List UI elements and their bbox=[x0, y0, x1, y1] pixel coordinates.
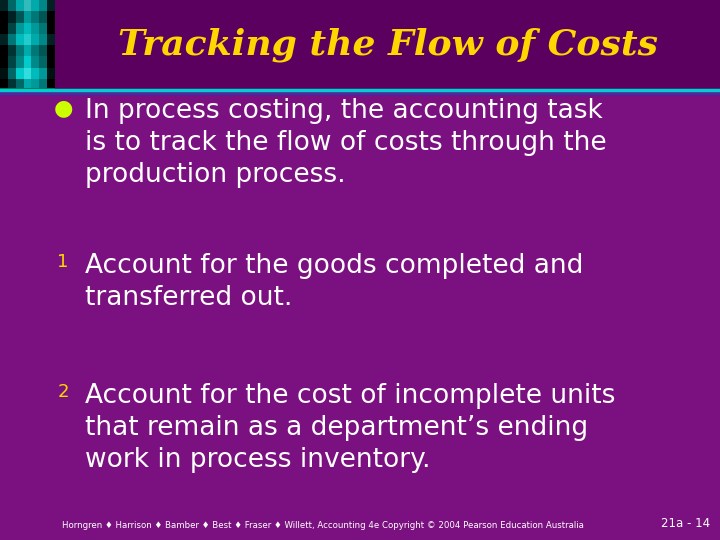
Bar bbox=[8, 33, 16, 45]
Bar bbox=[32, 0, 40, 11]
Bar bbox=[32, 45, 40, 56]
Bar bbox=[47, 0, 55, 11]
Bar bbox=[32, 56, 40, 68]
Bar bbox=[8, 11, 16, 23]
Bar bbox=[40, 45, 47, 56]
Bar bbox=[47, 79, 55, 90]
Text: 1: 1 bbox=[58, 253, 68, 271]
Bar bbox=[24, 0, 32, 11]
Bar bbox=[47, 68, 55, 79]
Bar bbox=[0, 11, 8, 23]
Bar bbox=[40, 56, 47, 68]
Bar bbox=[47, 23, 55, 33]
Text: Account for the goods completed and
transferred out.: Account for the goods completed and tran… bbox=[85, 253, 583, 311]
Bar bbox=[0, 0, 720, 90]
Bar bbox=[16, 79, 24, 90]
Bar bbox=[0, 23, 8, 33]
Bar bbox=[0, 79, 8, 90]
Bar bbox=[40, 79, 47, 90]
Bar bbox=[16, 45, 24, 56]
Text: Account for the cost of incomplete units
that remain as a department’s ending
wo: Account for the cost of incomplete units… bbox=[85, 383, 616, 473]
Text: In process costing, the accounting task
is to track the flow of costs through th: In process costing, the accounting task … bbox=[85, 98, 607, 188]
Bar bbox=[47, 56, 55, 68]
Bar bbox=[16, 11, 24, 23]
Text: 2: 2 bbox=[58, 383, 68, 401]
Bar bbox=[8, 79, 16, 90]
Bar bbox=[24, 11, 32, 23]
Bar bbox=[40, 11, 47, 23]
Bar bbox=[47, 45, 55, 56]
Bar bbox=[16, 23, 24, 33]
Bar bbox=[0, 68, 8, 79]
Bar bbox=[24, 79, 32, 90]
Bar bbox=[0, 45, 8, 56]
Bar bbox=[32, 68, 40, 79]
Text: Horngren ♦ Harrison ♦ Bamber ♦ Best ♦ Fraser ♦ Willett, Accounting 4e Copyright : Horngren ♦ Harrison ♦ Bamber ♦ Best ♦ Fr… bbox=[62, 521, 584, 530]
Bar bbox=[8, 68, 16, 79]
Bar bbox=[8, 0, 16, 11]
Bar bbox=[16, 56, 24, 68]
Bar bbox=[0, 33, 8, 45]
Bar bbox=[32, 23, 40, 33]
Bar bbox=[24, 45, 32, 56]
Bar bbox=[8, 45, 16, 56]
Bar bbox=[8, 56, 16, 68]
Text: Tracking the Flow of Costs: Tracking the Flow of Costs bbox=[118, 28, 658, 62]
Bar bbox=[40, 23, 47, 33]
Bar bbox=[24, 33, 32, 45]
Bar bbox=[24, 56, 32, 68]
Bar bbox=[32, 33, 40, 45]
Bar bbox=[32, 79, 40, 90]
Bar bbox=[47, 33, 55, 45]
Bar bbox=[32, 11, 40, 23]
Bar bbox=[47, 11, 55, 23]
Bar bbox=[24, 23, 32, 33]
Bar bbox=[0, 56, 8, 68]
Text: ●: ● bbox=[53, 98, 73, 118]
Bar bbox=[24, 68, 32, 79]
Bar bbox=[16, 68, 24, 79]
Bar bbox=[0, 88, 55, 91]
Text: 21a - 14: 21a - 14 bbox=[661, 517, 710, 530]
Bar bbox=[8, 23, 16, 33]
Bar bbox=[0, 0, 8, 11]
Bar bbox=[16, 33, 24, 45]
Bar bbox=[40, 0, 47, 11]
Bar bbox=[16, 0, 24, 11]
Bar bbox=[40, 33, 47, 45]
Bar bbox=[40, 68, 47, 79]
